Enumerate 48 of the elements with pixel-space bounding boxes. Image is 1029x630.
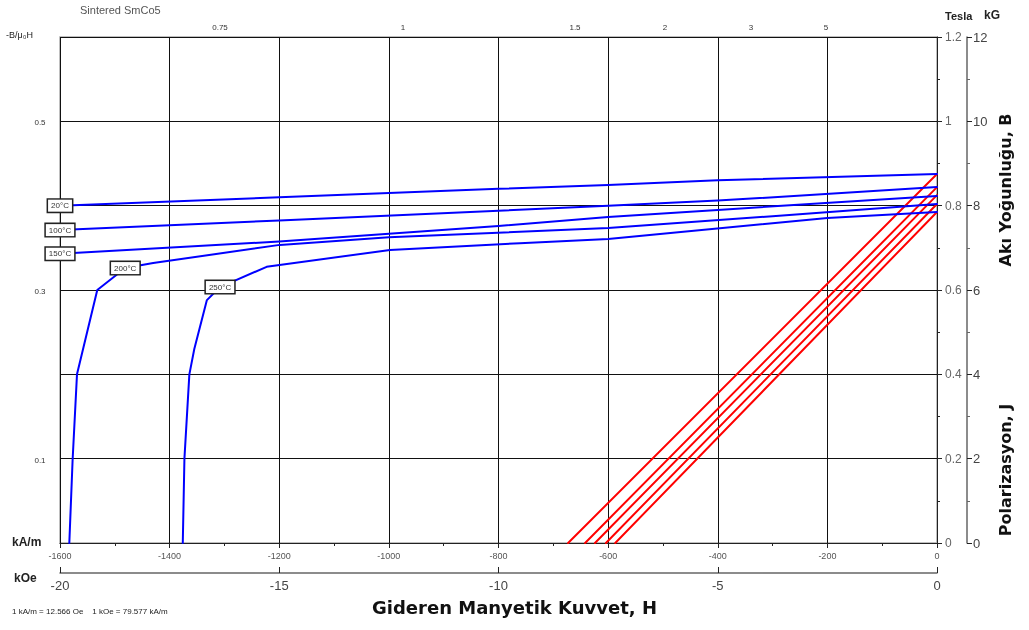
- text: 2: [662, 22, 668, 32]
- x-tick-label: -1400: [158, 550, 182, 561]
- text: Akı Yoğunluğu, B: [995, 113, 1015, 267]
- y2-tick-label: 2: [973, 451, 981, 467]
- text: 5: [823, 22, 829, 32]
- text: kOe: [14, 571, 38, 585]
- text: 0.1: [34, 455, 47, 465]
- y-tick-label: 1: [945, 114, 952, 129]
- y2-tick-label: 4: [973, 366, 981, 382]
- y2-tick-label: 12: [973, 29, 988, 45]
- text: kA/m: [12, 535, 42, 549]
- text: 0.3: [34, 286, 47, 296]
- text: 0.5: [34, 117, 47, 127]
- y2-tick-label: 10: [973, 113, 988, 129]
- y2-tick-label: 0: [973, 535, 981, 551]
- x-tick-label: -400: [708, 550, 727, 561]
- y-tick-label: 0.2: [945, 451, 963, 466]
- x2-tick-label: 0: [933, 578, 941, 593]
- x-tick-label: -1600: [48, 550, 72, 561]
- text: Tesla: [945, 9, 974, 22]
- text: 1 kA/m = 12.566 Oe 1 kOe = 79.577 kA/m: [12, 606, 168, 616]
- x-tick-label: -600: [599, 550, 618, 561]
- y-tick-label: 1.2: [945, 30, 963, 44]
- chart-title: Sintered SmCo5: [80, 3, 161, 16]
- x-tick-label: -1000: [377, 550, 401, 561]
- y2-tick-label: 6: [973, 282, 981, 298]
- x2-tick-label: -10: [489, 578, 508, 593]
- line-series: [181, 210, 938, 544]
- y-tick-label: 0.6: [945, 283, 963, 297]
- x-axis-title: Gideren Manyetik Kuvvet, H: [372, 596, 657, 618]
- y-tick-label: 0.4: [945, 367, 963, 382]
- text: Polarizasyon, J: [995, 403, 1015, 537]
- y-tick-label: 0: [945, 536, 952, 550]
- x-tick-label: 0: [934, 550, 940, 561]
- x2-tick-label: -20: [50, 578, 70, 593]
- x-tick-label: -1200: [267, 550, 291, 561]
- y2-tick-label: 8: [973, 198, 981, 214]
- x-tick-label: -200: [818, 550, 837, 561]
- x2-tick-label: -15: [269, 578, 289, 593]
- text: 1.5: [569, 22, 582, 32]
- text: kG: [984, 8, 1001, 22]
- y-tick-label: 0.8: [945, 198, 963, 213]
- x2-tick-label: -5: [711, 578, 724, 593]
- text: 0.75: [212, 22, 229, 32]
- text: 3: [748, 22, 754, 32]
- text: -B/μ₀H: [6, 29, 33, 40]
- text: 1: [400, 22, 406, 32]
- x-tick-label: -800: [489, 550, 508, 561]
